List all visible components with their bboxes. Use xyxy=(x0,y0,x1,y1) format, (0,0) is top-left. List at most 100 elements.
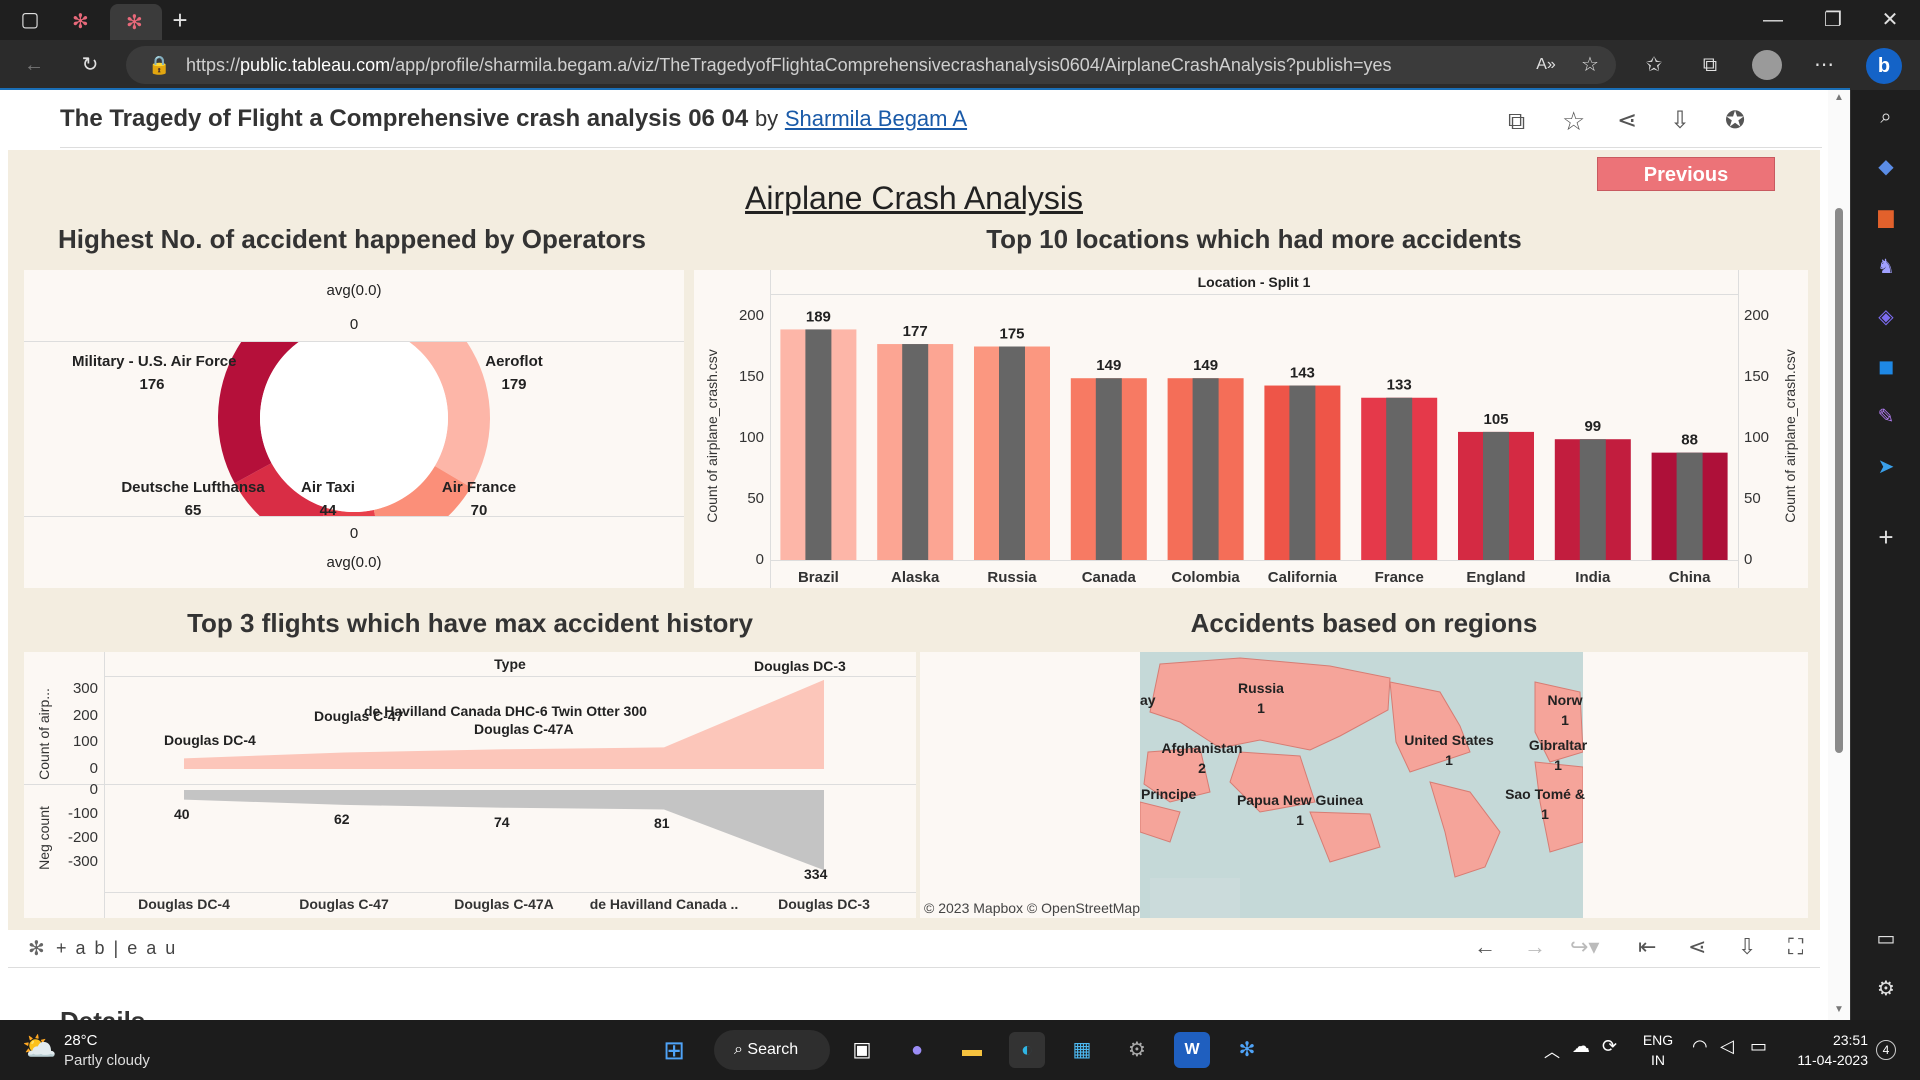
sync-icon[interactable]: ⟳ xyxy=(1602,1036,1618,1056)
area-bottom-label: 81 xyxy=(654,815,670,832)
refresh-icon[interactable]: ↻ xyxy=(81,54,99,76)
more-menu-icon[interactable]: ⋯ xyxy=(1814,54,1834,76)
tools-icon[interactable]: ▆ xyxy=(1878,206,1894,228)
chevron-up-icon[interactable]: ︿ xyxy=(1544,1044,1561,1061)
close-window-button[interactable]: ✕ xyxy=(1881,9,1899,31)
notification-badge[interactable]: 4 xyxy=(1876,1040,1896,1060)
area-series-count[interactable] xyxy=(184,679,824,769)
reset-icon[interactable]: ⇤ xyxy=(1638,934,1657,959)
tableau-app-icon[interactable]: ✻ xyxy=(1238,1039,1256,1061)
collections-icon[interactable]: ⧉ xyxy=(1702,54,1718,76)
volume-icon[interactable]: ◁ xyxy=(1720,1036,1734,1056)
author-link[interactable]: Sharmila Begam A xyxy=(784,106,968,131)
weather-temp[interactable]: 28°C xyxy=(64,1032,98,1049)
start-button[interactable]: ⊞ xyxy=(663,1035,685,1065)
donut-segment[interactable] xyxy=(354,342,490,488)
weather-icon[interactable]: ⛅ xyxy=(22,1031,57,1062)
wifi-icon[interactable]: ◠ xyxy=(1692,1036,1708,1056)
weather-desc[interactable]: Partly cloudy xyxy=(64,1052,150,1069)
download-icon[interactable]: ⇩ xyxy=(1738,934,1757,959)
area-category-label: Douglas DC-4 xyxy=(138,896,230,912)
bar-overlay[interactable] xyxy=(1289,385,1316,560)
cloud-icon[interactable]: ☁ xyxy=(1572,1036,1590,1056)
bar-overlay[interactable] xyxy=(1386,397,1413,560)
bar-overlay[interactable] xyxy=(805,329,832,560)
outlook-icon[interactable]: ◼ xyxy=(1877,356,1895,378)
tab-active[interactable]: ✻ xyxy=(110,4,162,40)
lock-icon: 🔒 xyxy=(148,55,171,75)
add-icon[interactable]: + xyxy=(1878,522,1894,552)
bar-overlay[interactable] xyxy=(1192,378,1219,560)
favorites-icon[interactable]: ✩ xyxy=(1645,54,1663,76)
donut-segment[interactable] xyxy=(234,463,326,516)
bar-overlay[interactable] xyxy=(1579,439,1606,560)
edge-icon[interactable]: ◐ xyxy=(1009,1032,1045,1068)
tableau-brand[interactable]: + a b | e a u xyxy=(56,938,178,958)
previous-button[interactable]: Previous xyxy=(1597,157,1775,191)
donut-segment[interactable] xyxy=(373,465,471,516)
redo-icon[interactable]: → xyxy=(1524,934,1546,959)
sidebar-toggle-icon[interactable]: ▭ xyxy=(1876,928,1896,950)
copy-icon[interactable]: ⧉ xyxy=(1508,108,1526,135)
designer-icon[interactable]: ✎ xyxy=(1877,406,1895,428)
favorite-add-icon[interactable]: ☆ xyxy=(1581,54,1599,76)
minimize-button[interactable]: — xyxy=(1763,9,1783,31)
taskbar-search[interactable]: ⌕ Search xyxy=(714,1030,830,1070)
maximize-button[interactable]: ❐ xyxy=(1824,9,1842,31)
area-chart-panel: Type Count of airp... Neg count 300 200 10… xyxy=(24,652,916,918)
bar-category-label: Canada xyxy=(1082,569,1137,586)
word-icon[interactable]: W xyxy=(1174,1032,1210,1068)
bar-value-label: 189 xyxy=(806,308,831,325)
search-icon[interactable]: ⌕ xyxy=(1880,106,1892,128)
url-prefix: https:// xyxy=(186,55,241,75)
map-credit[interactable]: © 2023 Mapbox © OpenStreetMap xyxy=(924,900,1140,916)
file-explorer-icon[interactable]: ▬ xyxy=(962,1039,982,1061)
bar-overlay[interactable] xyxy=(999,346,1025,561)
area-ytick-top: 200 xyxy=(72,706,98,724)
donut-segment[interactable] xyxy=(313,507,383,516)
battery-icon[interactable]: ▭ xyxy=(1750,1036,1768,1056)
scroll-down-icon[interactable]: ▼ xyxy=(1834,1004,1844,1015)
read-aloud-icon[interactable]: A» xyxy=(1536,56,1556,73)
star-icon[interactable]: ☆ xyxy=(1562,106,1586,136)
area-series-neg-count[interactable] xyxy=(184,790,824,871)
share-icon[interactable]: ⋖ xyxy=(1688,934,1707,959)
bar-overlay[interactable] xyxy=(1483,431,1509,560)
area-pane-divider xyxy=(24,784,916,785)
page-scrollbar[interactable]: ▲ ▼ xyxy=(1828,90,1850,1020)
new-tab-button[interactable]: + xyxy=(172,5,188,35)
settings-icon[interactable]: ⚙ xyxy=(1128,1039,1146,1061)
lang-indicator[interactable]: ENG IN xyxy=(1642,1032,1674,1068)
area-category-label: Douglas DC-3 xyxy=(778,896,870,912)
world-map[interactable] xyxy=(1140,652,1583,918)
tab-inactive[interactable]: ✻ xyxy=(56,0,106,40)
donut-segment[interactable] xyxy=(217,342,354,484)
share-icon[interactable]: ⋖ xyxy=(1617,107,1638,134)
url-field[interactable]: 🔒 https://public.tableau.com/app/profile… xyxy=(126,46,1616,84)
fullscreen-icon[interactable]: ⛶ xyxy=(1788,934,1804,959)
clock[interactable]: 23:51 11-04-2023 xyxy=(1797,1032,1868,1068)
copilot-icon[interactable]: ◈ xyxy=(1878,306,1894,328)
shopping-tag-icon[interactable]: ◆ xyxy=(1878,156,1894,178)
area-axis-line xyxy=(104,652,105,918)
scroll-up-icon[interactable]: ▲ xyxy=(1834,92,1844,103)
profile-avatar[interactable] xyxy=(1752,50,1782,80)
download-icon[interactable]: ⇩ xyxy=(1670,107,1691,134)
task-view-icon[interactable]: ▣ xyxy=(852,1039,872,1061)
undo-icon[interactable]: ← xyxy=(1474,934,1496,959)
back-arrow-icon[interactable]: ← xyxy=(24,54,44,76)
send-icon[interactable]: ➤ xyxy=(1877,456,1895,478)
bar-overlay[interactable] xyxy=(1095,378,1122,560)
teams-icon[interactable]: ● xyxy=(910,1039,924,1061)
bar-overlay[interactable] xyxy=(902,344,929,560)
store-icon[interactable]: ▦ xyxy=(1072,1039,1092,1061)
scrollbar-thumb[interactable] xyxy=(1835,208,1843,753)
bing-icon[interactable]: b xyxy=(1866,48,1902,84)
settings-gear-icon[interactable]: ⚙ xyxy=(1877,978,1895,1000)
donut-chart xyxy=(217,342,490,516)
revert-icon[interactable]: ↪▾ xyxy=(1570,934,1600,959)
badge-icon[interactable]: ✪ xyxy=(1725,107,1746,134)
tab-actions-icon[interactable]: ▢ xyxy=(20,9,40,31)
games-icon[interactable]: ♞ xyxy=(1877,256,1895,278)
bar-overlay[interactable] xyxy=(1676,452,1703,560)
